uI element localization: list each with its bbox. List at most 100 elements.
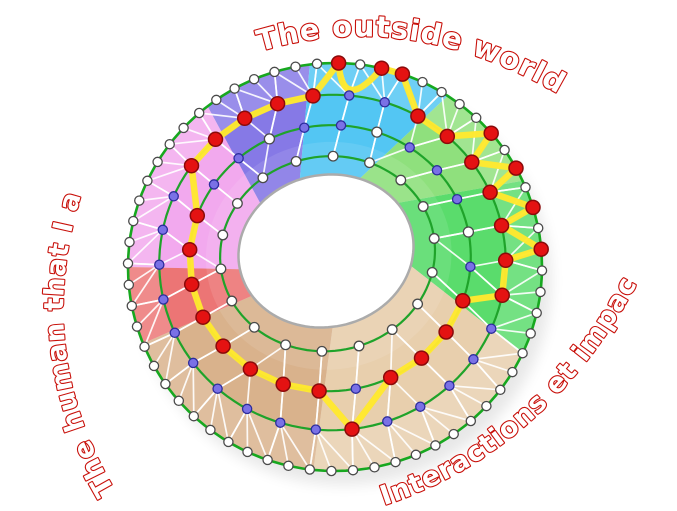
milestone-node-red [311, 383, 327, 399]
mesh-line [448, 384, 472, 422]
mesh-line [192, 387, 219, 418]
node-purple [335, 120, 347, 131]
mesh-line [419, 405, 472, 422]
milestone-node-red [533, 241, 549, 257]
mesh-line [490, 312, 538, 330]
node-white [525, 328, 536, 339]
node-white [354, 59, 366, 70]
milestone-node-red [305, 88, 321, 104]
node-purple [465, 261, 476, 272]
node-white [248, 73, 260, 85]
node-purple [212, 383, 223, 394]
node-white [217, 229, 229, 241]
milestone-node-red [275, 376, 291, 393]
node-white [148, 360, 160, 372]
node-white [280, 339, 292, 351]
node-white [364, 157, 375, 169]
mesh-line [146, 164, 193, 182]
milestone-node-red [242, 361, 259, 377]
mesh-line [490, 327, 524, 355]
node-white [353, 340, 365, 352]
node-white [178, 122, 189, 134]
mesh-line [433, 231, 470, 240]
milestone-node-red [183, 276, 200, 293]
milestone-node-red [483, 125, 499, 141]
milestone-node-red [493, 217, 510, 234]
milestone-node-red [482, 184, 498, 201]
inner-ring-circle [218, 154, 437, 353]
node-white [520, 182, 531, 193]
mesh-line [127, 263, 161, 286]
node-white [205, 424, 216, 436]
node-white [426, 266, 438, 278]
node-white [215, 263, 227, 275]
node-white [390, 456, 401, 468]
mesh-line [399, 169, 438, 181]
mesh-line [314, 428, 333, 472]
mesh-line [501, 269, 543, 297]
node-white [535, 286, 546, 298]
node-white [430, 440, 441, 451]
node-white [410, 449, 422, 461]
node-white [152, 156, 163, 168]
node-purple [451, 193, 463, 205]
milestone-node-red [382, 369, 399, 386]
mesh-line [472, 352, 524, 361]
node-white [173, 395, 185, 407]
node-white [123, 279, 135, 291]
mesh-line [216, 387, 230, 443]
node-purple [233, 153, 244, 164]
node-purple [208, 179, 220, 190]
node-white [412, 298, 424, 310]
milestone-node-red [410, 108, 426, 124]
node-white [231, 197, 243, 209]
node-white [122, 258, 134, 269]
milestone-node-red [269, 95, 286, 112]
mesh-line [127, 228, 164, 265]
mesh-line [359, 63, 386, 104]
mesh-line [314, 428, 354, 472]
mesh-line [389, 328, 394, 379]
node-purple [468, 354, 479, 365]
node-purple [275, 417, 286, 428]
node-purple [444, 380, 455, 391]
node-purple [343, 90, 355, 101]
ring-2-circle [188, 124, 472, 393]
node-white [499, 144, 510, 156]
mesh-line [192, 362, 195, 418]
node-white [495, 384, 506, 396]
mesh-line [138, 195, 175, 202]
node-white [326, 465, 337, 477]
node-white [532, 222, 544, 234]
node-white [448, 428, 459, 440]
milestone-node-red [438, 324, 454, 340]
node-purple [379, 97, 390, 108]
node-white [470, 112, 482, 124]
node-white [386, 324, 398, 336]
node-purple [299, 122, 310, 133]
mesh-line [279, 421, 311, 471]
node-purple [310, 424, 322, 435]
node-white [248, 321, 260, 333]
label-human-that-i-am: The human that I am [0, 0, 121, 502]
sector-salmon [128, 267, 253, 344]
mesh-line [308, 428, 317, 471]
node-purple [154, 259, 165, 270]
mesh-line [368, 146, 411, 164]
mesh-line [279, 421, 290, 467]
node-white [290, 155, 302, 167]
node-white [142, 175, 153, 187]
mesh-line [448, 384, 488, 407]
node-white [124, 236, 135, 248]
node-white [517, 347, 528, 359]
node-white [536, 265, 548, 276]
node-white [262, 454, 273, 466]
mesh-line [209, 387, 219, 431]
inner-light-band [205, 141, 452, 370]
mesh-line [177, 362, 195, 402]
milestone-node-red [195, 309, 211, 325]
mesh-line [130, 298, 165, 307]
mesh-line [472, 358, 514, 373]
node-white [226, 295, 238, 307]
